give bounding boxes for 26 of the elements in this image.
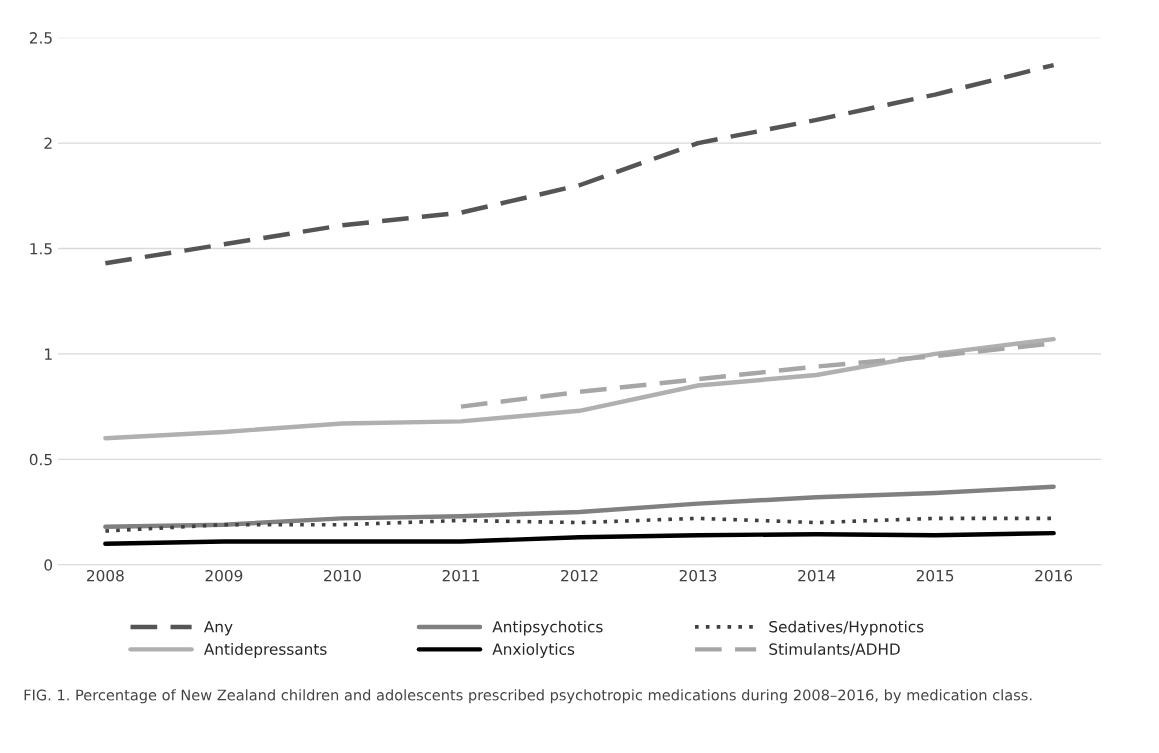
line-series (103, 530, 1056, 546)
caption: FIG. 1. Percentage of New Zealand children and adolescents prescribed psychotropic medications during 2008–2016, by medication class. (24, 689, 1032, 704)
y-tick-label: 1 (45, 348, 52, 360)
x-tick-label: 2011 (442, 569, 479, 582)
x-tick-label: 2014 (798, 569, 836, 582)
y-tick-label: 1.5 (30, 243, 52, 255)
x-tick-label: 2012 (561, 569, 598, 582)
x-tick-label: 2016 (1035, 569, 1073, 582)
x-tick-label: 2013 (679, 569, 717, 582)
y-tick-label: 0 (44, 559, 53, 571)
y-tick-label: 2 (44, 137, 52, 149)
x-tick-label: 2008 (87, 569, 124, 582)
x-tick-label: 2010 (324, 569, 361, 582)
legend-label: Antidepressants (203, 643, 327, 658)
legend-label: Antipsychotics (492, 620, 603, 636)
line-series (103, 336, 1056, 441)
legend-label: Stimulants/ADHD (769, 643, 900, 657)
x-tick-label: 2009 (205, 569, 243, 582)
legend-label: Any (203, 621, 233, 636)
y-tick-label: 2.5 (29, 32, 52, 44)
legend-label: Sedatives/Hypnotics (769, 620, 924, 636)
y-tick-label: 0.5 (29, 453, 52, 466)
line-series (103, 484, 1056, 530)
line-series (103, 62, 1056, 266)
x-tick-label: 2015 (916, 569, 954, 582)
legend-label: Anxiolytics (492, 643, 575, 658)
